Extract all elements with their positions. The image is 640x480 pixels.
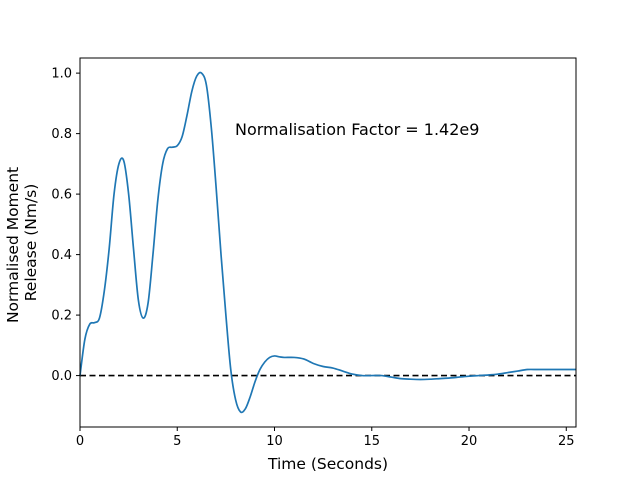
y-axis-label-line-2: Release (Nm/s) bbox=[22, 184, 40, 302]
y-tick-label: 0.0 bbox=[51, 369, 72, 384]
x-tick-label: 5 bbox=[173, 434, 181, 449]
y-tick-label: 0.2 bbox=[51, 309, 72, 324]
x-tick-label: 10 bbox=[266, 434, 283, 449]
x-tick-label: 25 bbox=[558, 434, 575, 449]
series-line-0 bbox=[79, 71, 576, 414]
y-axis-label-line-1: Normalised Moment bbox=[4, 167, 22, 323]
y-tick-label: 0.6 bbox=[51, 188, 72, 203]
axes: 0 5 10 15 20 25 0.0 0.2 0.4 0.6 0.8 1.0 bbox=[51, 57, 577, 449]
y-tick-label: 0.8 bbox=[51, 127, 72, 142]
normalisation-factor-annotation: Normalisation Factor = 1.42e9 bbox=[235, 120, 479, 139]
x-tick-label: 0 bbox=[76, 434, 84, 449]
y-axis-label: Normalised Moment Release (Nm/s) bbox=[4, 162, 40, 323]
plot-frame bbox=[79, 57, 577, 428]
plot-area bbox=[79, 71, 576, 414]
x-tick-label: 15 bbox=[363, 434, 380, 449]
y-tick-label: 0.4 bbox=[51, 248, 72, 263]
x-axis-label: Time (Seconds) bbox=[267, 455, 388, 473]
y-tick-label: 1.0 bbox=[51, 67, 72, 82]
x-tick-label: 20 bbox=[461, 434, 478, 449]
